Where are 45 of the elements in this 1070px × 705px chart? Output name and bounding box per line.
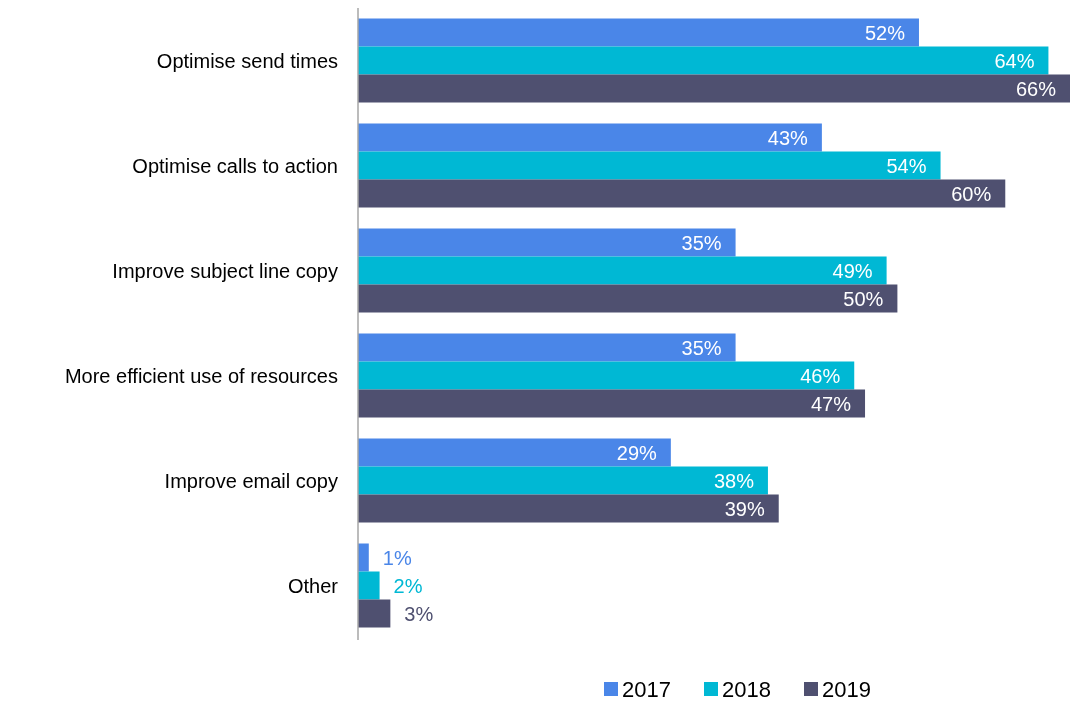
data-label: 39% [724,497,765,520]
bar [358,543,369,572]
data-label: 35% [681,231,722,254]
bar [358,256,887,285]
y-tick-label: Optimise calls to action [132,154,338,177]
data-label: 38% [713,469,755,492]
bar [358,284,898,313]
y-tick-label: Improve email copy [164,469,338,492]
data-label: 2% [393,574,423,597]
data-label: 43% [767,126,809,149]
bar [358,179,1006,208]
data-label: 47% [811,392,852,415]
bar [358,571,380,600]
bar [358,494,779,523]
data-label: 46% [800,364,841,387]
legend-label: 2018 [722,677,771,702]
bar [358,18,919,47]
data-label: 50% [843,287,884,310]
data-label: 64% [994,49,1035,72]
bar [358,361,855,390]
data-label: 3% [404,602,434,625]
y-tick-label: More efficient use of resources [64,364,338,387]
bar [358,46,1049,75]
bar [358,151,941,180]
data-label: 54% [886,154,927,177]
data-label: 49% [832,259,873,282]
legend-label: 2019 [822,677,871,702]
y-tick-label: Other [287,574,339,597]
bar [358,599,391,628]
data-label: 60% [951,182,992,205]
bar [358,228,736,257]
legend-label: 2017 [622,677,671,702]
data-label: 1% [382,546,412,569]
data-label: 66% [1015,77,1057,100]
bar [358,333,736,362]
data-label: 52% [864,21,906,44]
y-tick-label: Improve subject line copy [112,259,338,282]
data-label: 29% [616,441,658,464]
y-tick-label: Optimise send times [156,49,338,72]
data-label: 35% [681,336,722,359]
bar [358,438,671,467]
bar [358,123,822,152]
bar [358,74,1070,103]
bar [358,389,866,418]
bar [358,466,768,495]
